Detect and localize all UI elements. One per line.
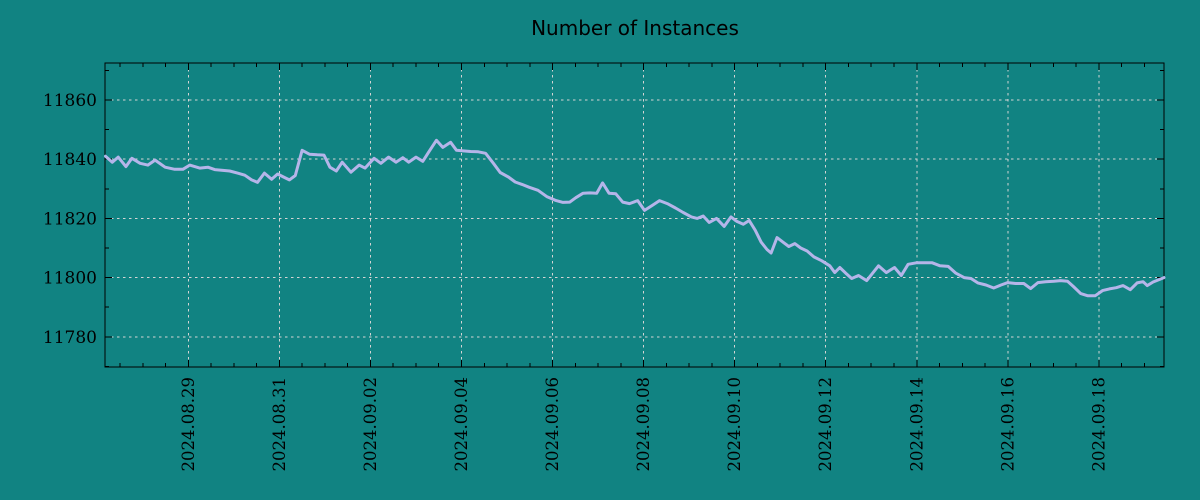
svg-text:11820: 11820 — [43, 209, 97, 229]
svg-text:11780: 11780 — [43, 328, 97, 348]
svg-text:2024.08.31: 2024.08.31 — [270, 377, 289, 471]
svg-text:11800: 11800 — [43, 269, 97, 289]
svg-text:2024.09.08: 2024.09.08 — [634, 377, 653, 471]
svg-text:2024.09.04: 2024.09.04 — [452, 377, 471, 471]
svg-text:2024.09.12: 2024.09.12 — [816, 377, 835, 471]
svg-text:2024.09.02: 2024.09.02 — [361, 377, 380, 471]
svg-text:2024.09.06: 2024.09.06 — [543, 377, 562, 471]
svg-text:11840: 11840 — [43, 150, 97, 170]
svg-text:2024.09.14: 2024.09.14 — [907, 377, 926, 471]
svg-text:2024.09.10: 2024.09.10 — [725, 377, 744, 471]
svg-text:2024.09.18: 2024.09.18 — [1089, 377, 1108, 471]
svg-text:11860: 11860 — [43, 91, 97, 111]
svg-text:2024.09.16: 2024.09.16 — [998, 377, 1017, 471]
svg-text:2024.08.29: 2024.08.29 — [179, 377, 198, 471]
chart-title: Number of Instances — [531, 16, 739, 40]
